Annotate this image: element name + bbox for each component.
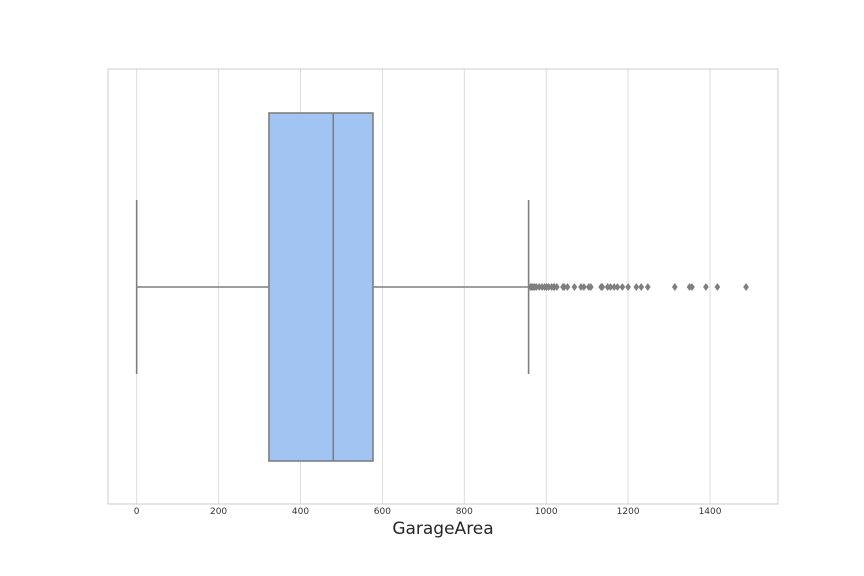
- x-tick-label: 400: [292, 507, 309, 517]
- outlier-point: [580, 282, 587, 292]
- x-tick-label: 0: [134, 507, 140, 517]
- outlier-point: [633, 282, 640, 292]
- x-tick-label: 1200: [617, 507, 640, 517]
- box-plot: [135, 112, 749, 462]
- x-axis-label: GarageArea: [392, 519, 493, 539]
- outlier-point: [743, 282, 749, 292]
- iqr-box: [268, 112, 374, 462]
- outlier-point: [564, 282, 571, 292]
- outlier-point: [553, 282, 560, 292]
- outlier-point: [614, 282, 621, 292]
- outlier-point: [638, 282, 645, 292]
- plot-frame: [107, 68, 779, 505]
- x-tick-label: 1400: [699, 507, 722, 517]
- x-tick-label: 800: [456, 507, 473, 517]
- outlier-point: [714, 282, 721, 292]
- x-tick-label: 1000: [535, 507, 558, 517]
- outlier-point: [689, 282, 695, 292]
- x-axis-ticks: 0 200 400 600 800 1000 1200 1400: [134, 507, 722, 517]
- outlier-point: [671, 282, 678, 292]
- x-tick-label: 200: [210, 507, 227, 517]
- outlier-point: [587, 282, 594, 292]
- outlier-point: [571, 282, 578, 292]
- outlier-point: [703, 282, 709, 292]
- outlier-point: [599, 282, 606, 292]
- x-tick-label: 600: [374, 507, 391, 517]
- outlier-point: [644, 282, 651, 292]
- outlier-point: [619, 282, 626, 292]
- outlier-point: [625, 282, 632, 292]
